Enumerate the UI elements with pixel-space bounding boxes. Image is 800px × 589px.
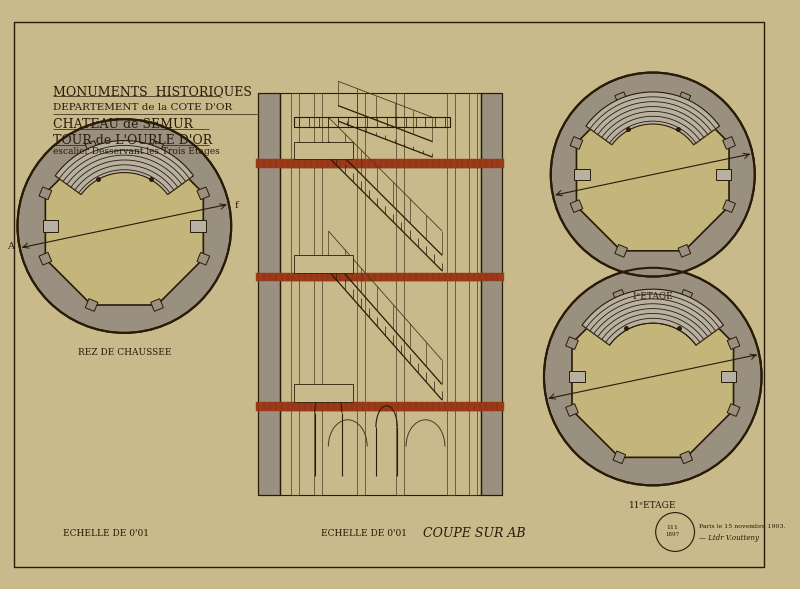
Polygon shape bbox=[197, 187, 210, 200]
Text: ECHELLE DE 0'01: ECHELLE DE 0'01 bbox=[321, 530, 406, 538]
Bar bbox=[447, 93, 454, 495]
Bar bbox=[574, 168, 590, 180]
Text: escalier Desservant les Trois Etages: escalier Desservant les Trois Etages bbox=[54, 147, 220, 156]
Text: f: f bbox=[235, 201, 238, 210]
Polygon shape bbox=[613, 451, 626, 464]
Text: MONUMENTS  HISTORIQUES: MONUMENTS HISTORIQUES bbox=[54, 85, 252, 98]
Polygon shape bbox=[566, 403, 578, 416]
Polygon shape bbox=[86, 141, 98, 153]
Polygon shape bbox=[722, 137, 735, 149]
Bar bbox=[258, 93, 280, 495]
Bar bbox=[294, 255, 353, 273]
Polygon shape bbox=[680, 289, 693, 302]
Bar bbox=[294, 141, 353, 159]
Bar bbox=[190, 220, 206, 232]
Polygon shape bbox=[586, 92, 719, 145]
Polygon shape bbox=[678, 92, 690, 105]
Polygon shape bbox=[722, 200, 735, 213]
Polygon shape bbox=[577, 98, 729, 251]
Text: A: A bbox=[6, 242, 14, 251]
Polygon shape bbox=[572, 296, 734, 457]
Bar bbox=[257, 273, 504, 282]
Polygon shape bbox=[150, 141, 163, 153]
Bar bbox=[314, 93, 322, 495]
Polygon shape bbox=[680, 451, 693, 464]
Polygon shape bbox=[613, 289, 626, 302]
Bar bbox=[294, 385, 353, 402]
Bar bbox=[294, 117, 450, 127]
Polygon shape bbox=[615, 92, 627, 105]
Text: REZ DE CHAUSSEE: REZ DE CHAUSSEE bbox=[78, 349, 171, 358]
Text: ECHELLE DE 0'01: ECHELLE DE 0'01 bbox=[63, 530, 149, 538]
Text: 111: 111 bbox=[666, 525, 678, 530]
Bar bbox=[257, 402, 504, 411]
Text: CHATEAU de SEMUR: CHATEAU de SEMUR bbox=[54, 118, 194, 131]
Bar bbox=[291, 93, 299, 495]
Bar bbox=[570, 370, 585, 382]
Text: — Ltdr V.outteny: — Ltdr V.outteny bbox=[699, 534, 759, 542]
Polygon shape bbox=[150, 299, 163, 312]
Bar bbox=[716, 168, 731, 180]
Bar bbox=[396, 93, 404, 495]
Text: COUPE SUR AB: COUPE SUR AB bbox=[422, 527, 525, 541]
Bar bbox=[358, 93, 366, 495]
Polygon shape bbox=[39, 252, 52, 265]
Polygon shape bbox=[46, 147, 203, 305]
Circle shape bbox=[550, 72, 754, 276]
Polygon shape bbox=[570, 137, 583, 149]
Text: DEPARTEMENT de la COTE D'OR: DEPARTEMENT de la COTE D'OR bbox=[54, 102, 233, 112]
Polygon shape bbox=[615, 244, 627, 257]
Bar bbox=[469, 93, 477, 495]
Polygon shape bbox=[55, 141, 194, 194]
Polygon shape bbox=[39, 187, 52, 200]
Bar bbox=[257, 159, 504, 168]
Polygon shape bbox=[678, 244, 690, 257]
Text: Paris le 15 novembre 1903.: Paris le 15 novembre 1903. bbox=[699, 524, 786, 530]
Circle shape bbox=[544, 268, 762, 485]
Polygon shape bbox=[197, 252, 210, 265]
Polygon shape bbox=[582, 289, 723, 345]
Circle shape bbox=[18, 119, 231, 333]
Text: TOUR de L'OURLE D'OR: TOUR de L'OURLE D'OR bbox=[54, 134, 213, 147]
Text: 11ᵉETAGE: 11ᵉETAGE bbox=[629, 501, 677, 510]
Polygon shape bbox=[86, 299, 98, 312]
Polygon shape bbox=[727, 337, 740, 349]
Polygon shape bbox=[727, 403, 740, 416]
Polygon shape bbox=[570, 200, 583, 213]
Text: 1897: 1897 bbox=[665, 532, 679, 537]
Text: 1ᵉETAGE: 1ᵉETAGE bbox=[632, 292, 674, 301]
Bar bbox=[42, 220, 58, 232]
Bar bbox=[481, 93, 502, 495]
Bar bbox=[721, 370, 736, 382]
Polygon shape bbox=[566, 337, 578, 349]
